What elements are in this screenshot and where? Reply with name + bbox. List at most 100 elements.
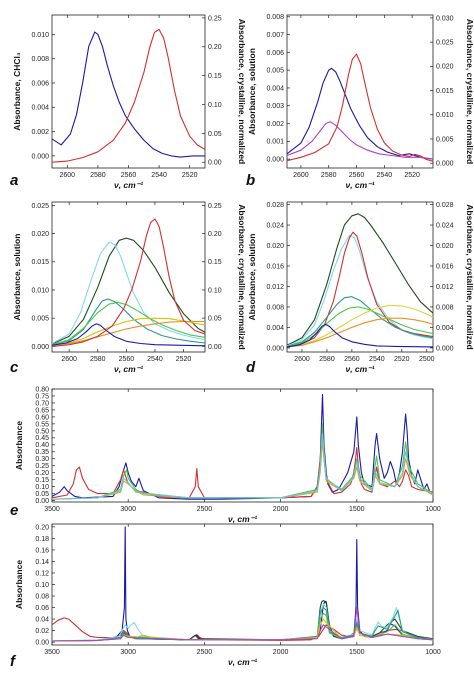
y-tick-label: 0.000: [266, 157, 284, 164]
x-tick-label: 2500: [197, 506, 213, 513]
y-axis-label: Absorbance: [14, 421, 24, 470]
panel-a: 2600 2580 2560 2540 2520 0.000 0.002 0.004 0.006…: [10, 14, 247, 190]
y-right-tick-label: 0.020: [436, 64, 454, 71]
y-tick-label: 0.004: [266, 85, 284, 92]
series-group: [287, 53, 433, 162]
x-tick-label: 2600: [293, 172, 309, 179]
panel-d: 2600 2580 2560 2540 2520 25000.0000.0040.0080…: [246, 201, 474, 376]
y-tick-label: 0.15: [35, 477, 49, 484]
x-axis-label: ν, cm⁻¹: [114, 364, 143, 374]
y-right-axis-label: Absorbance, crystalline, normalized: [237, 204, 247, 350]
x-tick-label: 3000: [120, 649, 136, 656]
x-tick-label: 1500: [349, 649, 365, 656]
y-tick-label: 0.005: [266, 68, 284, 75]
y-tick-label: 0.010: [31, 287, 49, 294]
y-axis-label: Absorbance, solution: [247, 234, 257, 321]
series-group: [52, 394, 433, 500]
y-tick-label: 0.010: [31, 32, 49, 39]
y-right-tick-label: 0.016: [436, 263, 454, 270]
y-right-tick-label: 0.00: [208, 160, 222, 167]
x-tick-label: 2520: [394, 356, 410, 363]
x-tick-label: 1000: [425, 649, 441, 656]
series-group: [52, 526, 433, 642]
panel-letter: f: [10, 653, 17, 670]
y-tick-label: 0.75: [35, 393, 49, 400]
y-tick-label: 0.020: [266, 243, 284, 250]
series-line-1: [287, 67, 433, 160]
series-line-7: [52, 323, 205, 347]
y-tick-label: 0.004: [31, 105, 49, 112]
y-axis-label: Absorbance: [14, 560, 24, 609]
plot-frame: [51, 388, 434, 503]
y-right-tick-label: 0.25: [208, 15, 222, 22]
x-tick-label: 2540: [147, 356, 163, 363]
y-tick-label: 0.80: [35, 386, 49, 393]
y-tick-label: 0.012: [266, 284, 284, 291]
y-tick-label: 0.008: [31, 56, 49, 63]
x-tick-label: 2540: [369, 356, 385, 363]
y-right-tick-label: 0.024: [436, 222, 454, 229]
y-right-tick-label: 0.15: [208, 73, 222, 80]
x-tick-label: 2580: [90, 356, 106, 363]
y-tick-label: 0.006: [31, 80, 49, 87]
y-tick-label: 0.002: [266, 121, 284, 128]
y-tick-label: 0.30: [35, 456, 49, 463]
y-tick-label: 0.12: [35, 570, 49, 577]
series-line-6: [52, 320, 205, 346]
panel-letter: d: [246, 359, 256, 376]
y-tick-label: 0.25: [35, 463, 49, 470]
x-tick-label: 2540: [377, 172, 393, 179]
x-tick-label: 2600: [60, 172, 76, 179]
y-tick-label: 0.020: [31, 231, 49, 238]
y-right-axis-label: Absorbance, crystalline, normalized: [465, 19, 474, 165]
y-tick-label: 0.60: [35, 414, 49, 421]
x-tick-label: 1500: [349, 506, 365, 513]
series-line-4: [52, 441, 433, 500]
y-tick-label: 0.10: [35, 484, 49, 491]
y-tick-label: 0.04: [35, 616, 49, 623]
y-tick-label: 0.028: [266, 202, 284, 209]
y-tick-label: 0.008: [266, 304, 284, 311]
x-tick-label: 2520: [404, 172, 420, 179]
series-line-1: [52, 237, 205, 345]
panel-f: 3500 3000 2500 2000 1500 1000 0.00 0.02 0.04 0.06…: [10, 523, 441, 670]
series-line-3: [287, 53, 433, 162]
y-tick-label: 0.000: [266, 345, 284, 352]
series-line-1: [287, 213, 433, 346]
y-tick-label: 0.005: [31, 316, 49, 323]
y-right-tick-label: 0.10: [208, 287, 222, 294]
series-group: [52, 218, 205, 347]
x-tick-label: 2580: [90, 172, 106, 179]
y-right-tick-label: 0.10: [208, 102, 222, 109]
panel-b: 2600 2580 2560 2540 2520 0.000 0.001 0.002 0.003…: [246, 14, 474, 190]
x-tick-label: 2560: [349, 172, 365, 179]
y-axis-label: Absorbance, solution: [247, 48, 257, 135]
y-tick-label: 0.05: [35, 491, 49, 498]
y-right-tick-label: 0.030: [436, 15, 454, 22]
y-tick-label: 0.65: [35, 407, 49, 414]
y-tick-label: 0.55: [35, 421, 49, 428]
series-line-8: [287, 323, 433, 348]
y-tick-label: 0.20: [35, 470, 49, 477]
series-line-8: [52, 218, 205, 347]
y-right-tick-label: 0.25: [208, 203, 222, 210]
x-tick-label: 2540: [151, 172, 167, 179]
x-tick-label: 2600: [294, 356, 310, 363]
y-right-tick-label: 0.015: [436, 88, 454, 95]
series-group: [287, 213, 433, 348]
y-right-tick-label: 0.012: [436, 284, 454, 291]
y-tick-label: 0.000: [31, 153, 49, 160]
y-tick-label: 0.18: [35, 536, 49, 543]
y-tick-label: 0.35: [35, 449, 49, 456]
y-right-tick-label: 0.15: [208, 259, 222, 266]
series-line-8: [52, 606, 433, 642]
x-axis-label: ν, cm⁻¹: [228, 514, 257, 524]
plot-frame: [286, 14, 434, 169]
x-tick-label: 2560: [344, 356, 360, 363]
series-line-2: [52, 241, 205, 344]
y-right-tick-label: 0.00: [208, 344, 222, 351]
y-tick-label: 0.16: [35, 547, 49, 554]
y-right-tick-label: 0.020: [436, 243, 454, 250]
x-tick-label: 2560: [121, 172, 137, 179]
panel-c: 2600 2580 2560 2540 2520 0.000 0.005 0.010 0.015…: [10, 201, 247, 376]
